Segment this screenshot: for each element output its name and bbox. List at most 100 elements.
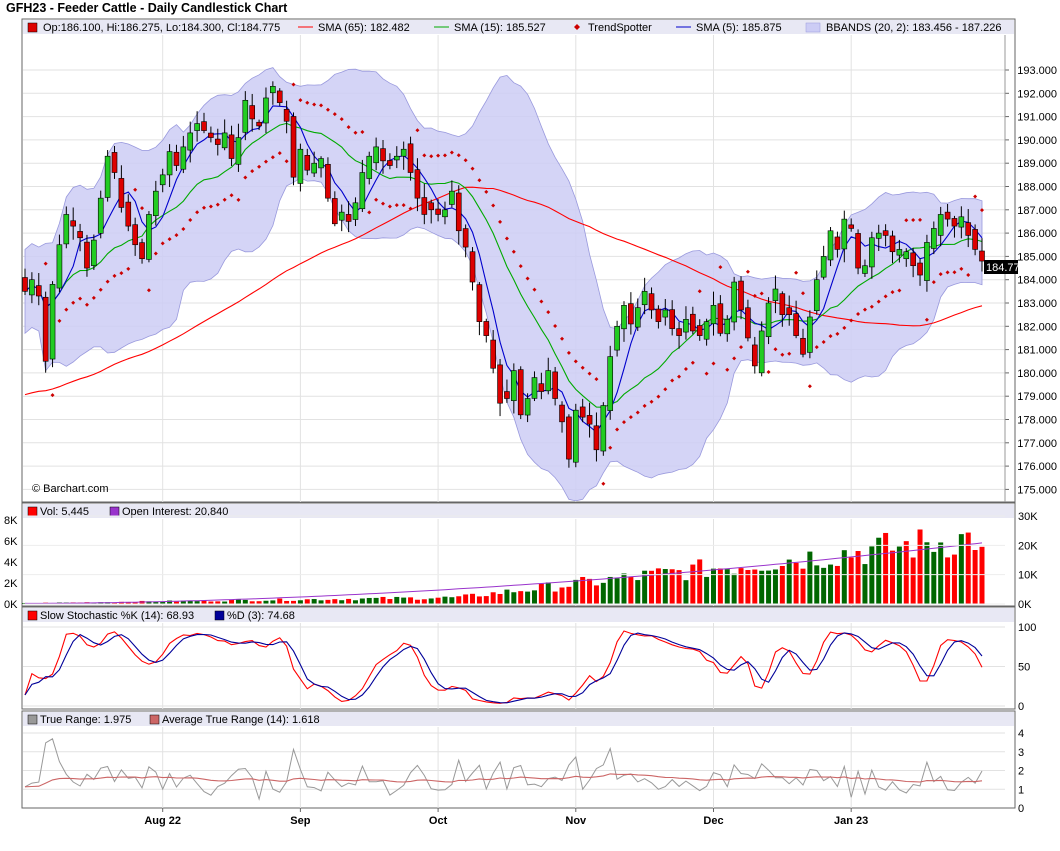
candle-body xyxy=(228,134,235,159)
trendspotter-dot xyxy=(312,102,317,107)
candle-body xyxy=(97,197,104,234)
candle-body xyxy=(579,406,586,418)
volume-bar xyxy=(717,568,723,604)
candle-body xyxy=(435,208,441,215)
trendspotter-dot xyxy=(890,290,895,295)
price-tick-label: 179.000 xyxy=(1017,391,1057,403)
trendspotter-dot xyxy=(573,359,578,364)
volume-bar xyxy=(642,570,648,604)
candle-body xyxy=(813,279,820,312)
volume-right-tick: 20K xyxy=(1018,540,1038,552)
tr-tick-label: 1 xyxy=(1018,784,1024,796)
volume-bar xyxy=(800,568,806,604)
volume-bar xyxy=(807,551,813,604)
price-tick-label: 189.000 xyxy=(1017,158,1057,170)
candle-body xyxy=(352,202,359,220)
volume-bar xyxy=(580,576,586,604)
candle-body xyxy=(387,160,393,166)
trendspotter-dot xyxy=(208,204,213,209)
trendspotter-dot xyxy=(84,302,89,307)
candle-body xyxy=(758,330,765,374)
candle-body xyxy=(428,202,435,211)
candle-body xyxy=(855,233,861,269)
price-tick-label: 181.000 xyxy=(1017,345,1057,357)
volume-bar xyxy=(180,600,186,604)
trendspotter-dot xyxy=(305,100,310,105)
trendspotter-dot xyxy=(112,273,117,278)
price-tick-label: 178.000 xyxy=(1017,415,1057,427)
volume-bar xyxy=(552,591,558,604)
volume-bar xyxy=(724,569,730,604)
volume-bar xyxy=(869,546,875,604)
candle-body xyxy=(889,235,896,253)
trendspotter-dot xyxy=(745,269,750,274)
candle-body xyxy=(421,197,428,215)
trendspotter-dot xyxy=(140,206,145,211)
price-tick-label: 191.000 xyxy=(1017,112,1057,124)
trendspotter-dot xyxy=(498,219,503,224)
volume-bar xyxy=(628,576,634,604)
volume-bar xyxy=(318,600,324,604)
volume-bar xyxy=(229,599,235,604)
volume-bar xyxy=(745,570,751,604)
volume-bar xyxy=(731,573,737,604)
candle-body xyxy=(944,211,951,220)
x-tick-label: Jan 23 xyxy=(834,815,868,827)
trendspotter-dot xyxy=(436,153,441,158)
candle-body xyxy=(972,229,978,250)
trendspotter-dot xyxy=(876,299,881,304)
candle-body xyxy=(765,302,772,338)
price-tick-label: 175.000 xyxy=(1017,484,1057,496)
candle-body xyxy=(201,121,207,131)
trendspotter-dot xyxy=(78,296,83,301)
candle-body xyxy=(903,251,910,260)
volume-bar xyxy=(669,569,675,604)
candle-body xyxy=(724,319,731,335)
stoch-d-line xyxy=(24,632,983,704)
candle-body xyxy=(531,377,538,399)
trendspotter-dot xyxy=(284,159,289,164)
candle-body xyxy=(159,174,166,186)
trendspotter-dot xyxy=(511,249,516,254)
trendspotter-dot xyxy=(257,164,262,169)
candle-body xyxy=(896,249,903,256)
trendspotter-dot xyxy=(773,347,778,352)
volume-bar xyxy=(697,559,703,604)
candle-body xyxy=(84,241,90,269)
trendspotter-dot xyxy=(931,280,936,285)
trendspotter-dot xyxy=(236,197,241,202)
candle-body xyxy=(807,316,813,353)
candle-body xyxy=(965,222,972,236)
candle-body xyxy=(600,405,607,452)
volume-bar xyxy=(428,598,434,604)
candle-body xyxy=(256,121,262,127)
volume-bar xyxy=(352,600,358,604)
volume-bar xyxy=(112,602,118,604)
volume-bar xyxy=(359,598,365,604)
volume-bar xyxy=(531,590,537,604)
candle-body xyxy=(29,279,35,296)
trendspotter-dot xyxy=(463,158,468,163)
volume-bar xyxy=(339,600,345,604)
volume-bar xyxy=(325,599,331,604)
volume-bar xyxy=(903,541,909,604)
volume-bar xyxy=(187,600,193,604)
stoch-tick-label: 50 xyxy=(1018,662,1030,674)
volume-right-tick: 10K xyxy=(1018,570,1038,582)
volume-bar xyxy=(834,565,840,604)
volume-bar xyxy=(497,593,503,604)
trendspotter-dot xyxy=(174,233,179,238)
page-title: GFH23 - Feeder Cattle - Daily Candlestic… xyxy=(6,1,288,15)
volume-bar xyxy=(414,599,420,604)
volume-left-tick: 0K xyxy=(4,599,18,611)
candle-body xyxy=(538,383,545,392)
trend-legend-swatch xyxy=(574,24,580,30)
sma5-legend: SMA (5): 185.875 xyxy=(696,22,782,34)
volume-left-tick: 8K xyxy=(4,515,18,527)
trendspotter-dot xyxy=(546,310,551,315)
volume-bar xyxy=(242,599,248,604)
trendspotter-dot xyxy=(670,378,675,383)
candle-body xyxy=(214,138,221,145)
trendspotter-dot xyxy=(904,218,909,223)
trendspotter-dot xyxy=(456,153,461,158)
